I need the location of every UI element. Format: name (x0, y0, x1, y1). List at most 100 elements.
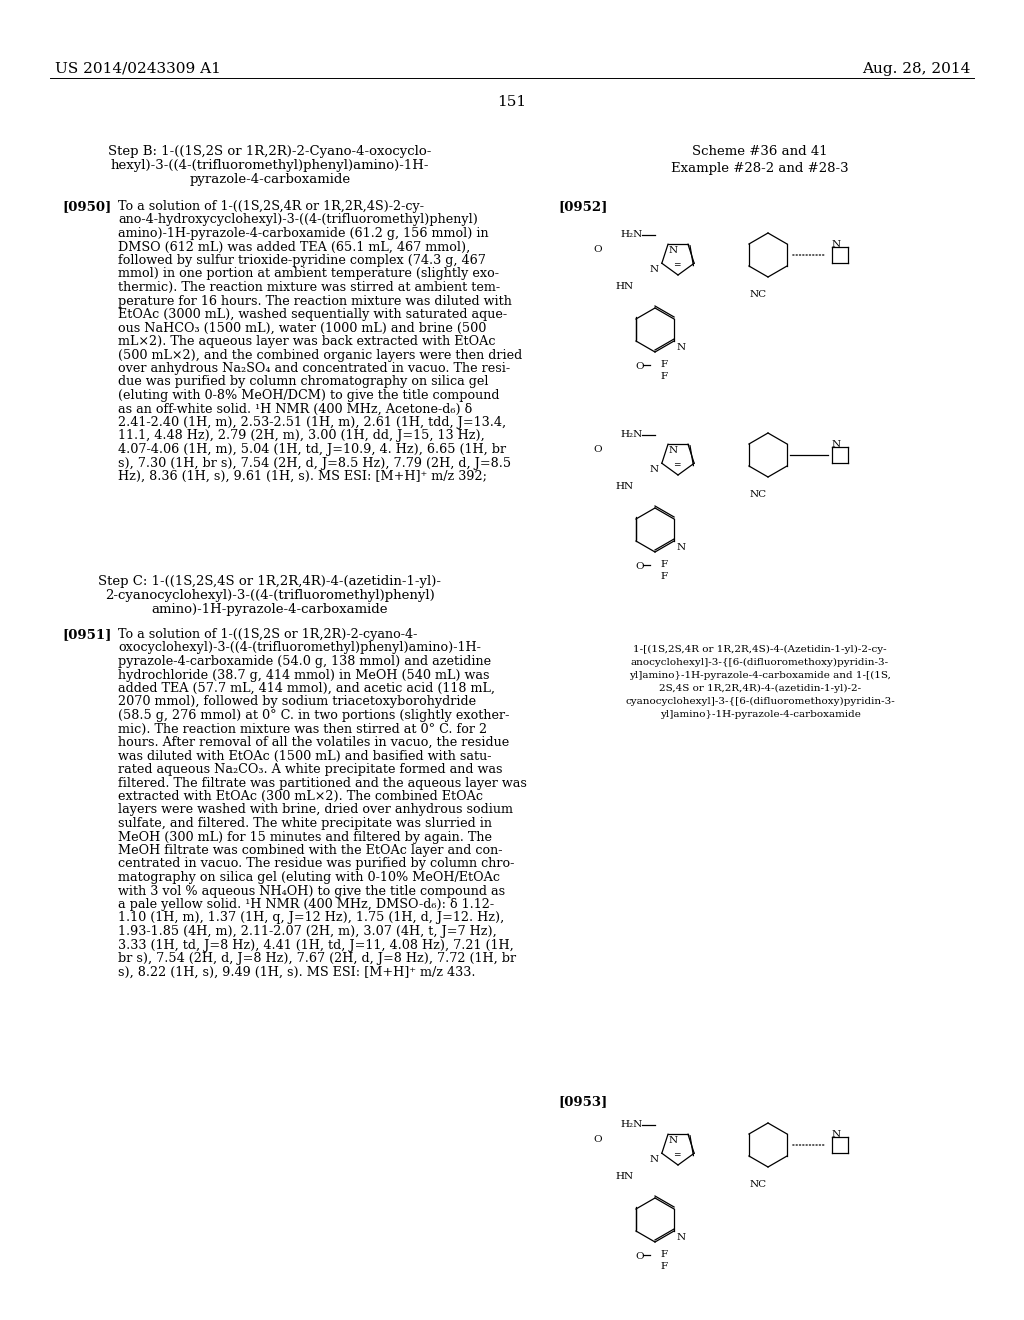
Text: 2070 mmol), followed by sodium triacetoxyborohydride: 2070 mmol), followed by sodium triacetox… (118, 696, 476, 709)
Text: N: N (676, 343, 685, 352)
Text: 3.33 (1H, td, J=8 Hz), 4.41 (1H, td, J=11, 4.08 Hz), 7.21 (1H,: 3.33 (1H, td, J=8 Hz), 4.41 (1H, td, J=1… (118, 939, 514, 952)
Text: F: F (660, 360, 667, 370)
Text: =: = (673, 1151, 681, 1160)
Text: N: N (649, 465, 658, 474)
Text: Scheme #36 and 41: Scheme #36 and 41 (692, 145, 827, 158)
Text: added TEA (57.7 mL, 414 mmol), and acetic acid (118 mL,: added TEA (57.7 mL, 414 mmol), and aceti… (118, 682, 495, 696)
Text: yl]amino}-1H-pyrazole-4-carboxamide and 1-[(1S,: yl]amino}-1H-pyrazole-4-carboxamide and … (629, 671, 891, 680)
Text: O: O (635, 562, 644, 572)
Text: thermic). The reaction mixture was stirred at ambient tem-: thermic). The reaction mixture was stirr… (118, 281, 500, 294)
Text: 2.41-2.40 (1H, m), 2.53-2.51 (1H, m), 2.61 (1H, tdd, J=13.4,: 2.41-2.40 (1H, m), 2.53-2.51 (1H, m), 2.… (118, 416, 506, 429)
Text: N: N (831, 1130, 841, 1139)
Text: MeOH filtrate was combined with the EtOAc layer and con-: MeOH filtrate was combined with the EtOA… (118, 843, 503, 857)
Text: N: N (831, 440, 841, 449)
Text: with 3 vol % aqueous NH₄OH) to give the title compound as: with 3 vol % aqueous NH₄OH) to give the … (118, 884, 505, 898)
Text: pyrazole-4-carboxamide (54.0 g, 138 mmol) and azetidine: pyrazole-4-carboxamide (54.0 g, 138 mmol… (118, 655, 492, 668)
Text: mic). The reaction mixture was then stirred at 0° C. for 2: mic). The reaction mixture was then stir… (118, 722, 487, 735)
Text: F: F (660, 1250, 667, 1259)
Text: F: F (660, 560, 667, 569)
Text: br s), 7.54 (2H, d, J=8 Hz), 7.67 (2H, d, J=8 Hz), 7.72 (1H, br: br s), 7.54 (2H, d, J=8 Hz), 7.67 (2H, d… (118, 952, 516, 965)
Text: H₂N: H₂N (620, 1119, 642, 1129)
Text: ous NaHCO₃ (1500 mL), water (1000 mL) and brine (500: ous NaHCO₃ (1500 mL), water (1000 mL) an… (118, 322, 486, 334)
Text: perature for 16 hours. The reaction mixture was diluted with: perature for 16 hours. The reaction mixt… (118, 294, 512, 308)
Text: O: O (635, 362, 644, 371)
Text: hydrochloride (38.7 g, 414 mmol) in MeOH (540 mL) was: hydrochloride (38.7 g, 414 mmol) in MeOH… (118, 668, 489, 681)
Text: [0953]: [0953] (558, 1096, 607, 1107)
Text: NC: NC (750, 490, 767, 499)
Text: oxocyclohexyl)-3-((4-(trifluoromethyl)phenyl)amino)-1H-: oxocyclohexyl)-3-((4-(trifluoromethyl)ph… (118, 642, 481, 655)
Text: Hz), 8.36 (1H, s), 9.61 (1H, s). MS ESI: [M+H]⁺ m/z 392;: Hz), 8.36 (1H, s), 9.61 (1H, s). MS ESI:… (118, 470, 486, 483)
Text: amino)-1H-pyrazole-4-carboxamide: amino)-1H-pyrazole-4-carboxamide (152, 603, 388, 616)
Text: N: N (831, 240, 841, 249)
Text: followed by sulfur trioxide-pyridine complex (74.3 g, 467: followed by sulfur trioxide-pyridine com… (118, 253, 485, 267)
Text: mL×2). The aqueous layer was back extracted with EtOAc: mL×2). The aqueous layer was back extrac… (118, 335, 496, 348)
Text: MeOH (300 mL) for 15 minutes and filtered by again. The: MeOH (300 mL) for 15 minutes and filtere… (118, 830, 492, 843)
Text: hours. After removal of all the volatiles in vacuo, the residue: hours. After removal of all the volatile… (118, 737, 509, 748)
Text: hexyl)-3-((4-(trifluoromethyl)phenyl)amino)-1H-: hexyl)-3-((4-(trifluoromethyl)phenyl)ami… (111, 158, 429, 172)
Text: H₂N: H₂N (620, 230, 642, 239)
Text: O: O (593, 246, 602, 253)
Text: (58.5 g, 276 mmol) at 0° C. in two portions (slightly exother-: (58.5 g, 276 mmol) at 0° C. in two porti… (118, 709, 509, 722)
Text: [0950]: [0950] (62, 201, 112, 213)
Text: F: F (660, 1262, 667, 1271)
Text: To a solution of 1-((1S,2S,4R or 1R,2R,4S)-2-cy-: To a solution of 1-((1S,2S,4R or 1R,2R,4… (118, 201, 424, 213)
Text: 151: 151 (498, 95, 526, 110)
Text: (eluting with 0-8% MeOH/DCM) to give the title compound: (eluting with 0-8% MeOH/DCM) to give the… (118, 389, 500, 403)
Text: mmol) in one portion at ambient temperature (slightly exo-: mmol) in one portion at ambient temperat… (118, 268, 499, 281)
Text: NC: NC (750, 290, 767, 300)
Text: N: N (649, 1155, 658, 1164)
Text: [0952]: [0952] (558, 201, 607, 213)
Text: due was purified by column chromatography on silica gel: due was purified by column chromatograph… (118, 375, 488, 388)
Text: Step C: 1-((1S,2S,4S or 1R,2R,4R)-4-(azetidin-1-yl)-: Step C: 1-((1S,2S,4S or 1R,2R,4R)-4-(aze… (98, 576, 441, 587)
Text: s), 7.30 (1H, br s), 7.54 (2H, d, J=8.5 Hz), 7.79 (2H, d, J=8.5: s), 7.30 (1H, br s), 7.54 (2H, d, J=8.5 … (118, 457, 511, 470)
Text: To a solution of 1-((1S,2S or 1R,2R)-2-cyano-4-: To a solution of 1-((1S,2S or 1R,2R)-2-c… (118, 628, 418, 642)
Text: rated aqueous Na₂CO₃. A white precipitate formed and was: rated aqueous Na₂CO₃. A white precipitat… (118, 763, 503, 776)
Text: N: N (669, 247, 678, 255)
Text: HN: HN (615, 482, 633, 491)
Text: Example #28-2 and #28-3: Example #28-2 and #28-3 (671, 162, 849, 176)
Text: 1.93-1.85 (4H, m), 2.11-2.07 (2H, m), 3.07 (4H, t, J=7 Hz),: 1.93-1.85 (4H, m), 2.11-2.07 (2H, m), 3.… (118, 925, 497, 939)
Text: =: = (673, 461, 681, 470)
Text: Aug. 28, 2014: Aug. 28, 2014 (861, 62, 970, 77)
Text: s), 8.22 (1H, s), 9.49 (1H, s). MS ESI: [M+H]⁺ m/z 433.: s), 8.22 (1H, s), 9.49 (1H, s). MS ESI: … (118, 965, 475, 978)
Text: 11.1, 4.48 Hz), 2.79 (2H, m), 3.00 (1H, dd, J=15, 13 Hz),: 11.1, 4.48 Hz), 2.79 (2H, m), 3.00 (1H, … (118, 429, 484, 442)
Text: filtered. The filtrate was partitioned and the aqueous layer was: filtered. The filtrate was partitioned a… (118, 776, 527, 789)
Text: US 2014/0243309 A1: US 2014/0243309 A1 (55, 62, 221, 77)
Text: was diluted with EtOAc (1500 mL) and basified with satu-: was diluted with EtOAc (1500 mL) and bas… (118, 750, 492, 763)
Text: HN: HN (615, 282, 633, 290)
Text: EtOAc (3000 mL), washed sequentially with saturated aque-: EtOAc (3000 mL), washed sequentially wit… (118, 308, 507, 321)
Text: over anhydrous Na₂SO₄ and concentrated in vacuo. The resi-: over anhydrous Na₂SO₄ and concentrated i… (118, 362, 510, 375)
Text: sulfate, and filtered. The white precipitate was slurried in: sulfate, and filtered. The white precipi… (118, 817, 492, 830)
Text: O: O (635, 1251, 644, 1261)
Text: anocyclohexyl]-3-{[6-(difluoromethoxy)pyridin-3-: anocyclohexyl]-3-{[6-(difluoromethoxy)py… (631, 657, 889, 667)
Text: N: N (676, 543, 685, 552)
Text: NC: NC (750, 1180, 767, 1189)
Text: pyrazole-4-carboxamide: pyrazole-4-carboxamide (189, 173, 350, 186)
Text: HN: HN (615, 1172, 633, 1181)
Text: 4.07-4.06 (1H, m), 5.04 (1H, td, J=10.9, 4. Hz), 6.65 (1H, br: 4.07-4.06 (1H, m), 5.04 (1H, td, J=10.9,… (118, 444, 506, 455)
Text: 2S,4S or 1R,2R,4R)-4-(azetidin-1-yl)-2-: 2S,4S or 1R,2R,4R)-4-(azetidin-1-yl)-2- (658, 684, 861, 693)
Text: (500 mL×2), and the combined organic layers were then dried: (500 mL×2), and the combined organic lay… (118, 348, 522, 362)
Text: amino)-1H-pyrazole-4-carboxamide (61.2 g, 156 mmol) in: amino)-1H-pyrazole-4-carboxamide (61.2 g… (118, 227, 488, 240)
Text: 1.10 (1H, m), 1.37 (1H, q, J=12 Hz), 1.75 (1H, d, J=12. Hz),: 1.10 (1H, m), 1.37 (1H, q, J=12 Hz), 1.7… (118, 912, 504, 924)
Text: N: N (676, 1233, 685, 1242)
Text: [0951]: [0951] (62, 628, 112, 642)
Text: N: N (669, 1137, 678, 1146)
Text: F: F (660, 572, 667, 581)
Text: a pale yellow solid. ¹H NMR (400 MHz, DMSO-d₆): δ 1.12-: a pale yellow solid. ¹H NMR (400 MHz, DM… (118, 898, 495, 911)
Text: F: F (660, 372, 667, 381)
Text: H₂N: H₂N (620, 430, 642, 440)
Text: as an off-white solid. ¹H NMR (400 MHz, Acetone-d₆) δ: as an off-white solid. ¹H NMR (400 MHz, … (118, 403, 472, 416)
Text: DMSO (612 mL) was added TEA (65.1 mL, 467 mmol),: DMSO (612 mL) was added TEA (65.1 mL, 46… (118, 240, 470, 253)
Text: ano-4-hydroxycyclohexyl)-3-((4-(trifluoromethyl)phenyl): ano-4-hydroxycyclohexyl)-3-((4-(trifluor… (118, 214, 478, 227)
Text: 1-[(1S,2S,4R or 1R,2R,4S)-4-(Azetidin-1-yl)-2-cy-: 1-[(1S,2S,4R or 1R,2R,4S)-4-(Azetidin-1-… (633, 645, 887, 655)
Text: layers were washed with brine, dried over anhydrous sodium: layers were washed with brine, dried ove… (118, 804, 513, 817)
Text: cyanocyclohexyl]-3-{[6-(difluoromethoxy)pyridin-3-: cyanocyclohexyl]-3-{[6-(difluoromethoxy)… (625, 697, 895, 706)
Text: 2-cyanocyclohexyl)-3-((4-(trifluoromethyl)phenyl): 2-cyanocyclohexyl)-3-((4-(trifluoromethy… (105, 589, 435, 602)
Text: O: O (593, 445, 602, 454)
Text: centrated in vacuo. The residue was purified by column chro-: centrated in vacuo. The residue was puri… (118, 858, 514, 870)
Text: yl]amino}-1H-pyrazole-4-carboxamide: yl]amino}-1H-pyrazole-4-carboxamide (659, 710, 860, 719)
Text: extracted with EtOAc (300 mL×2). The combined EtOAc: extracted with EtOAc (300 mL×2). The com… (118, 789, 483, 803)
Text: N: N (669, 446, 678, 455)
Text: Step B: 1-((1S,2S or 1R,2R)-2-Cyano-4-oxocyclo-: Step B: 1-((1S,2S or 1R,2R)-2-Cyano-4-ox… (109, 145, 432, 158)
